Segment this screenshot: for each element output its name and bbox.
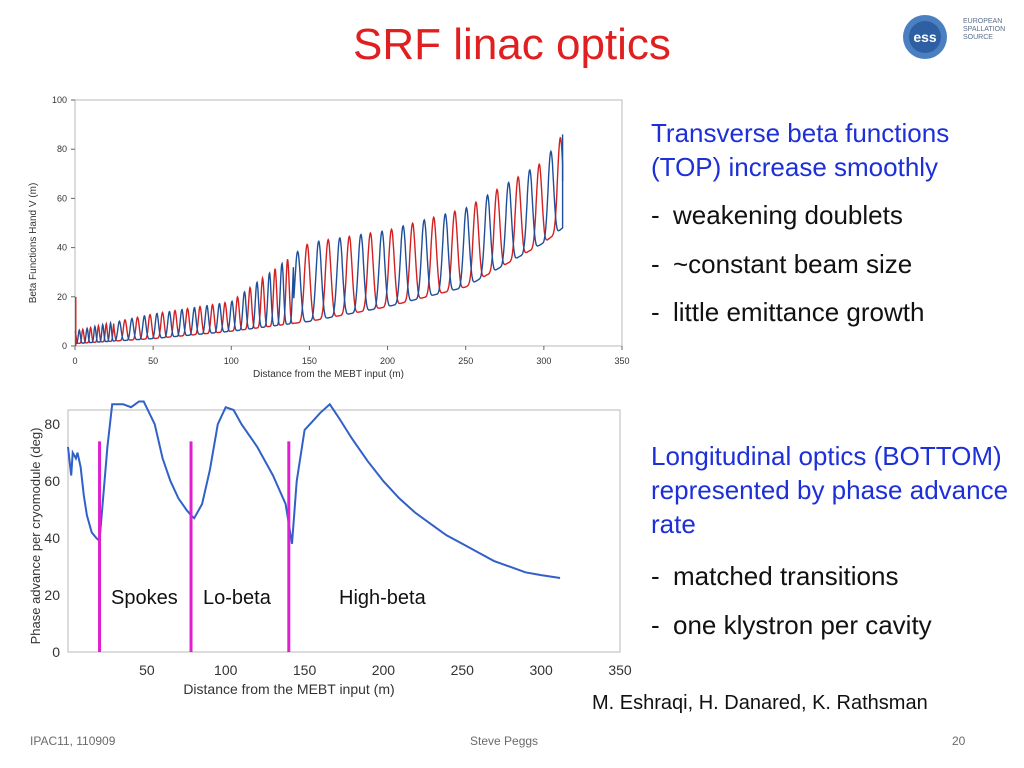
x-tick-label: 150 bbox=[302, 356, 317, 366]
region-label-lo-beta: Lo-beta bbox=[203, 587, 271, 610]
logo-text-line: EUROPEAN bbox=[963, 18, 1003, 25]
bullet-item: - little emittance growth bbox=[651, 297, 924, 327]
x-tick-label: 250 bbox=[458, 356, 473, 366]
logo-text-line: SPALLATION bbox=[963, 26, 1006, 33]
bullet-text: one klystron per cavity bbox=[673, 610, 932, 640]
y-tick-label: 80 bbox=[57, 144, 67, 154]
svg-text:ess: ess bbox=[913, 29, 937, 45]
longitudinal-annotation: Longitudinal optics (BOTTOM) represented… bbox=[651, 441, 1009, 539]
bullet-item: - matched transitions bbox=[651, 561, 898, 591]
region-label-spokes: Spokes bbox=[111, 587, 178, 610]
x-tick-label: 300 bbox=[536, 356, 551, 366]
bullet-item: - weakening doublets bbox=[651, 200, 903, 230]
x-tick-label: 50 bbox=[139, 662, 155, 678]
y-tick-label: 60 bbox=[44, 473, 60, 489]
credit-text: M. Eshraqi, H. Danared, K. Rathsman bbox=[592, 692, 928, 714]
x-tick-label: 50 bbox=[148, 356, 158, 366]
x-axis-label: Distance from the MEBT input (m) bbox=[253, 369, 404, 380]
y-tick-label: 0 bbox=[62, 341, 67, 351]
y-tick-label: 20 bbox=[44, 587, 60, 603]
x-tick-label: 300 bbox=[529, 662, 553, 678]
plot-frame bbox=[67, 409, 621, 653]
footer-page-number: 20 bbox=[952, 734, 966, 748]
x-tick-label: 350 bbox=[608, 662, 632, 678]
x-tick-label: 200 bbox=[380, 356, 395, 366]
ess-logo: ess bbox=[903, 15, 947, 59]
x-tick-label: 350 bbox=[614, 356, 629, 366]
bullet-text: weakening doublets bbox=[673, 200, 903, 230]
bullet-marker: - bbox=[651, 200, 660, 230]
y-tick-label: 40 bbox=[57, 243, 67, 253]
bullet-text: matched transitions bbox=[673, 561, 899, 591]
bullet-marker: - bbox=[651, 249, 660, 279]
phase-advance-series-line bbox=[67, 400, 561, 579]
footer-author: Steve Peggs bbox=[470, 734, 539, 748]
y-tick-label: 0 bbox=[52, 644, 60, 660]
bullet-item: - one klystron per cavity bbox=[651, 610, 932, 640]
x-tick-label: 0 bbox=[72, 356, 77, 366]
y-tick-label: 20 bbox=[57, 292, 67, 302]
x-tick-label: 150 bbox=[293, 662, 317, 678]
x-axis-label: Distance from the MEBT input (m) bbox=[183, 681, 394, 697]
bullet-marker: - bbox=[651, 561, 660, 591]
x-tick-label: 250 bbox=[451, 662, 475, 678]
x-tick-label: 100 bbox=[224, 356, 239, 366]
plot-frame bbox=[74, 99, 623, 347]
y-tick-label: 60 bbox=[57, 193, 67, 203]
region-label-high-beta: High-beta bbox=[339, 587, 426, 610]
y-tick-label: 40 bbox=[44, 530, 60, 546]
y-axis-label: Beta Functions Hand V (m) bbox=[28, 183, 39, 304]
bullet-text: little emittance growth bbox=[673, 297, 925, 327]
transverse-annotation: Transverse beta functions (TOP) increase… bbox=[651, 118, 950, 182]
y-tick-label: 100 bbox=[52, 95, 67, 105]
x-tick-label: 100 bbox=[214, 662, 238, 678]
bullet-item: - ~constant beam size bbox=[651, 249, 912, 279]
slide-title: SRF linac optics bbox=[353, 20, 671, 69]
x-tick-label: 200 bbox=[372, 662, 396, 678]
bullet-text: ~constant beam size bbox=[673, 249, 913, 279]
y-tick-label: 80 bbox=[44, 416, 60, 432]
logo-text: EUROPEAN SPALLATION SOURCE bbox=[963, 18, 1011, 42]
logo-text-line: SOURCE bbox=[963, 34, 993, 41]
phase-advance-chart: 50 100 150 200 250 300 350 0 20 40 60 80 Distance fr… bbox=[28, 400, 632, 697]
bullet-marker: - bbox=[651, 297, 660, 327]
footer-event: IPAC11, 110909 bbox=[30, 734, 116, 748]
beta-functions-chart: 0 50 100 150 200 250 300 350 0 20 40 60 80 100 Distanc… bbox=[28, 95, 630, 380]
beta-v-series-line bbox=[75, 134, 564, 345]
bullet-marker: - bbox=[651, 610, 660, 640]
y-axis-label: Phase advance per cryomodule (deg) bbox=[28, 428, 43, 645]
